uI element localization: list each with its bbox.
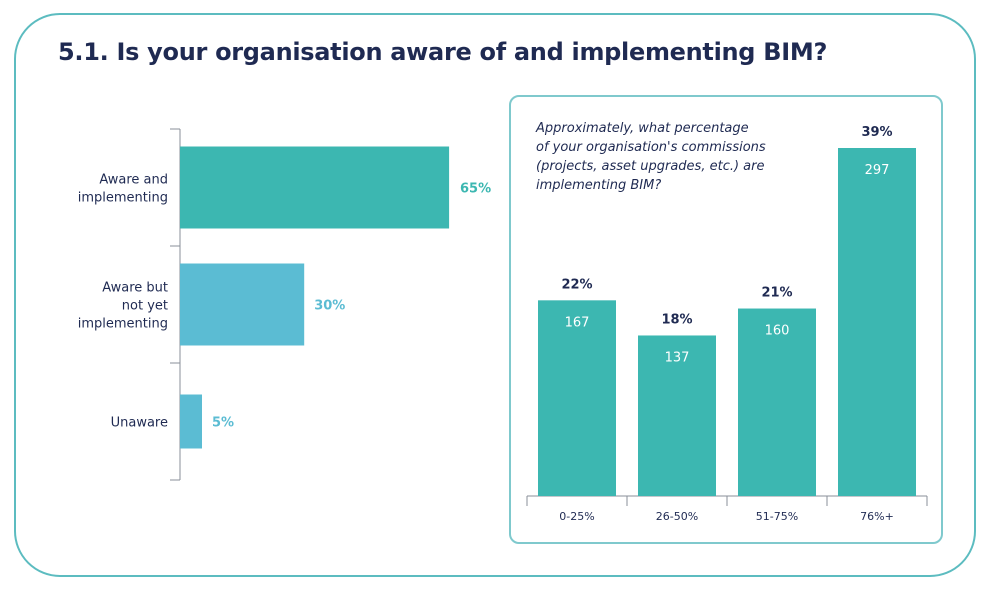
bar — [180, 263, 305, 346]
page-title: 5.1. Is your organisation aware of and i… — [58, 38, 828, 66]
awareness-bar-chart: 65% Aware and implementing 30% Aware but not … — [78, 128, 491, 481]
category-label: Unaware — [111, 416, 168, 431]
category-label: Aware but — [102, 281, 168, 296]
data-label: 65% — [460, 182, 491, 197]
data-label: 5% — [212, 416, 234, 431]
question-line: (projects, asset upgrades, etc.) are — [536, 159, 765, 174]
question-line: of your organisation's commissions — [536, 140, 766, 155]
question-line: Approximately, what percentage — [536, 121, 749, 136]
question-line: implementing BIM? — [536, 178, 662, 193]
outer-card — [14, 13, 976, 577]
data-label: 30% — [314, 299, 345, 314]
commissions-chart-panel — [509, 95, 943, 544]
bar — [180, 394, 202, 449]
category-label: not yet — [122, 299, 168, 314]
category-label: Aware and — [99, 173, 168, 188]
bar — [180, 146, 450, 229]
category-label: implementing — [78, 191, 168, 206]
category-label: implementing — [78, 317, 168, 332]
chart-question: Approximately, what percentage of your o… — [536, 119, 836, 195]
